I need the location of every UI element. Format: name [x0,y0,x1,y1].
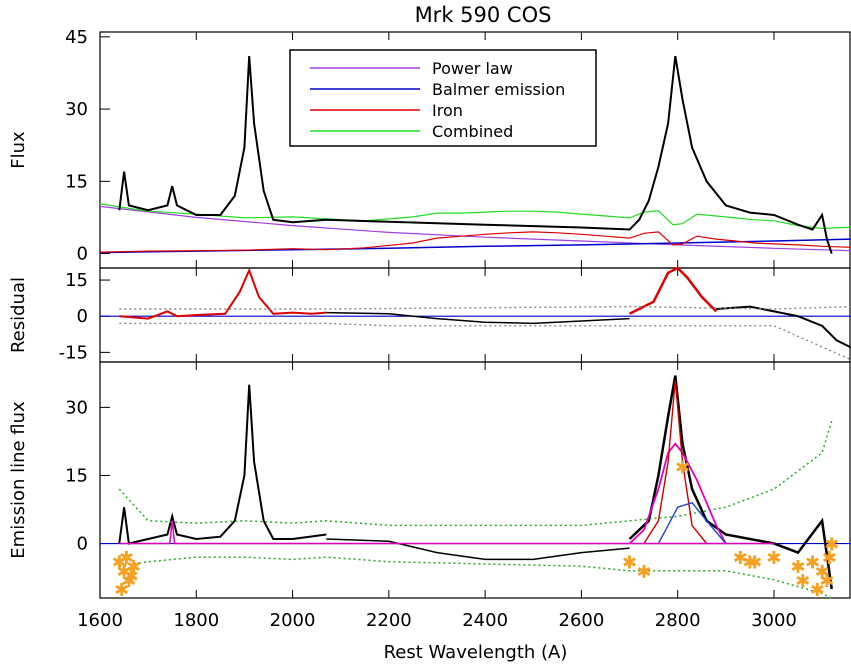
panel-frame [99,361,851,599]
outlier-marker: ✱ [124,566,139,587]
x-tick-label: 2400 [462,610,508,631]
y-tick-label: -15 [59,342,88,363]
outlier-marker: ✱ [815,562,830,583]
y-tick-label: 0 [77,534,88,555]
series-line [326,311,630,325]
outlier-marker: ✱ [733,548,748,569]
x-tick-label: 1600 [77,610,123,631]
outlier-marker: ✱ [810,580,825,601]
outlier-marker: ✱ [622,553,637,574]
chart-title: Mrk 590 COS [415,3,552,27]
x-tick-label: 2200 [366,610,412,631]
series-line [99,231,851,253]
y-tick-label: 45 [65,27,88,48]
legend-label-power-law: Power law [432,59,513,78]
x-tick-label: 1800 [173,610,219,631]
outlier-marker: ✱ [117,562,132,583]
error-band [119,305,851,310]
y-tick-label: 15 [65,465,88,486]
series-line [628,442,727,545]
legend-label-combined: Combined [432,122,513,141]
outlier-marker: ✱ [636,562,651,583]
series-line [643,380,708,544]
x-tick-label: 3000 [751,610,797,631]
series-line [119,520,774,545]
legend-box [289,49,597,147]
outlier-marker: ✱ [805,553,820,574]
series-line [119,267,327,320]
legend: Power law Balmer emission Iron Combined [289,49,597,147]
outlier-marker: ✱ [822,548,837,569]
outlier-marker: ✱ [126,557,141,578]
outlier-marker: ✱ [119,548,134,569]
outlier-marker: ✱ [742,553,757,574]
y-tick-label: 30 [65,397,88,418]
outlier-marker: ✱ [766,548,781,569]
y-tick-label: 15 [65,270,88,291]
series-line [716,305,851,349]
panel-residual: -15 0 15 Residual [8,266,851,363]
series-line [326,538,630,561]
outlier-marker: ✱ [824,535,839,556]
y-tick-label: 0 [77,306,88,327]
x-tick-label: 2600 [559,610,605,631]
series-line [119,556,833,599]
series-line [628,375,833,590]
series-line [629,266,718,315]
outlier-marker: ✱ [675,457,690,478]
y-tick-label: 15 [65,171,88,192]
series-line [118,55,833,254]
series-line [99,203,851,230]
x-tick-label: 2800 [655,610,701,631]
outlier-marker: ✱ [112,553,127,574]
outlier-marker: ✱ [795,571,810,592]
x-tick-label: 2000 [270,610,316,631]
y-tick-label: 30 [65,99,88,120]
outlier-marker: ✱ [114,580,129,601]
y-axis-label: Emission line flux [8,401,29,559]
legend-label-iron: Iron [432,101,463,120]
series-line [657,501,727,544]
series-line [118,384,327,545]
y-axis-label: Residual [8,277,29,353]
series-line [118,420,833,527]
outlier-marker: ✱ [819,571,834,592]
legend-label-balmer: Balmer emission [432,80,565,99]
series-line [99,205,851,252]
x-axis-label: Rest Wavelength (A) [384,642,568,663]
outlier-marker: ✱ [121,571,136,592]
y-tick-label: 0 [77,244,88,265]
outlier-marker: ✱ [790,557,805,578]
outlier-marker: ✱ [747,553,762,574]
y-axis-label: Flux [8,131,29,169]
